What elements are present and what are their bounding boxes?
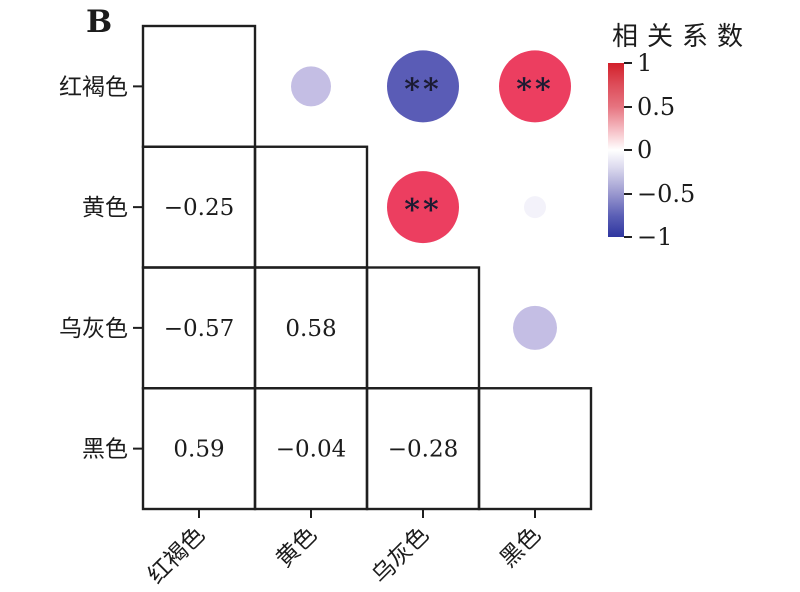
matrix-cell-r2c2 bbox=[365, 266, 481, 390]
correlation-value-红褐色-黄色: −0.25 bbox=[164, 195, 234, 221]
legend-tick bbox=[624, 192, 632, 195]
x-axis-label-0: 红褐色 bbox=[143, 522, 210, 589]
correlation-value-红褐色-乌灰色: −0.57 bbox=[164, 316, 234, 342]
x-axis-label-1: 黄色 bbox=[271, 522, 322, 573]
correlation-circle-红褐色-黄色 bbox=[291, 66, 331, 107]
legend-tick bbox=[624, 62, 632, 65]
y-axis-label-3: 黑色 bbox=[82, 437, 128, 463]
legend-colorbar bbox=[608, 63, 624, 237]
correlation-circle-乌灰色-黑色 bbox=[513, 305, 557, 350]
correlation-value-黄色-乌灰色: 0.58 bbox=[285, 316, 336, 342]
legend-tick bbox=[624, 236, 632, 239]
legend-tick-label: 1 bbox=[637, 49, 653, 77]
x-axis-label-2: 乌灰色 bbox=[367, 522, 434, 589]
significance-marker: ** bbox=[404, 193, 441, 228]
correlation-circle-黄色-乌灰色 bbox=[387, 171, 459, 244]
y-axis-label-0: 红褐色 bbox=[59, 74, 128, 100]
legend-tick-label: 0 bbox=[637, 136, 653, 164]
matrix-cell-r3c3 bbox=[477, 387, 593, 511]
y-axis-label-1: 黄色 bbox=[82, 195, 128, 221]
correlation-circle-黄色-黑色 bbox=[524, 196, 546, 219]
legend-tick-label: 0.5 bbox=[637, 92, 676, 121]
correlation-value-乌灰色-黑色: −0.28 bbox=[388, 437, 458, 463]
significance-marker: ** bbox=[516, 72, 553, 107]
correlation-value-红褐色-黑色: 0.59 bbox=[173, 437, 224, 463]
legend-tick bbox=[624, 149, 632, 152]
x-axis-label-3: 黑色 bbox=[495, 522, 546, 573]
legend-tick-label: −1 bbox=[637, 223, 673, 251]
significance-marker: ** bbox=[404, 72, 441, 107]
correlation-circle-红褐色-黑色 bbox=[499, 50, 571, 123]
correlation-circle-红褐色-乌灰色 bbox=[387, 50, 459, 123]
legend-tick-label: −0.5 bbox=[637, 179, 696, 208]
correlation-value-黄色-黑色: −0.04 bbox=[276, 437, 346, 463]
matrix-cell-r0c0 bbox=[141, 24, 257, 148]
matrix-cell-r1c1 bbox=[253, 145, 369, 269]
legend-title: 相关系数 bbox=[612, 22, 753, 52]
y-axis-label-2: 乌灰色 bbox=[59, 316, 128, 342]
legend-tick bbox=[624, 105, 632, 108]
panel-label: B bbox=[86, 4, 114, 40]
